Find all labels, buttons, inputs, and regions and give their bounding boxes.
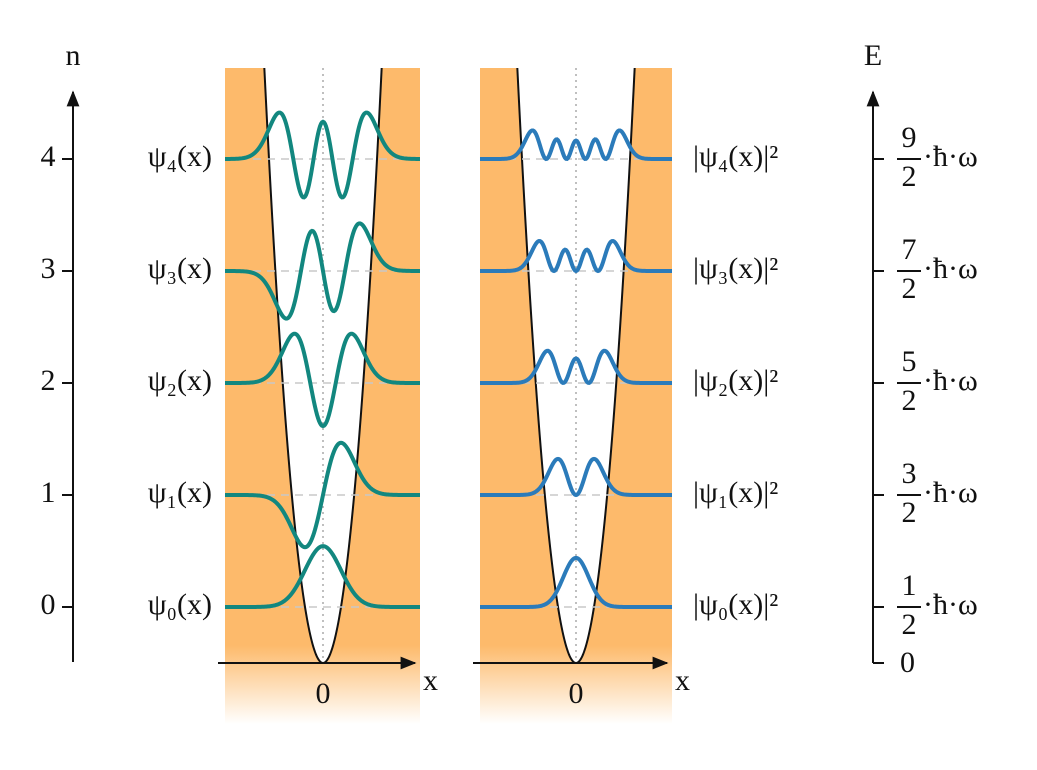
wavefunction-curve <box>225 544 420 609</box>
energy-denominator: 2 <box>902 384 917 417</box>
n-tick-label: 2 <box>41 364 56 397</box>
e-zero-label: 0 <box>900 646 915 679</box>
energy-numerator: 7 <box>902 233 917 266</box>
probability-curve <box>480 555 672 609</box>
probability-label: |ψ₁(x)|² <box>693 476 778 509</box>
e-axis-label: E <box>864 39 882 72</box>
energy-suffix: ·ħ·ω <box>923 364 978 397</box>
wavefunction-curve <box>224 110 421 200</box>
n-tick-label: 0 <box>41 588 56 621</box>
wavefunction-curve <box>225 440 420 550</box>
energy-denominator: 2 <box>902 160 917 193</box>
probability-curve <box>480 456 672 498</box>
energy-numerator: 9 <box>902 121 917 154</box>
probability-label: |ψ₃(x)|² <box>693 252 778 285</box>
probability-curve <box>480 128 672 162</box>
energy-suffix: ·ħ·ω <box>923 588 978 621</box>
x-axis-label: x <box>423 664 438 697</box>
origin-label: 0 <box>569 677 584 710</box>
probability-curve <box>480 348 672 386</box>
energy-denominator: 2 <box>902 272 917 305</box>
wavefunction-label: ψ₀(x) <box>148 588 212 621</box>
wavefunction-curve <box>225 331 421 429</box>
energy-denominator: 2 <box>902 608 917 641</box>
n-tick-label: 1 <box>41 476 56 509</box>
energy-numerator: 5 <box>902 345 917 378</box>
origin-label: 0 <box>316 677 331 710</box>
n-axis-label: n <box>66 39 81 72</box>
wavefunction-label: ψ₂(x) <box>148 364 212 397</box>
probability-label: |ψ₂(x)|² <box>693 364 778 397</box>
wavefunction-label: ψ₄(x) <box>148 140 212 173</box>
probability-curve <box>480 238 672 274</box>
wavefunction-label: ψ₁(x) <box>148 476 212 509</box>
energy-suffix: ·ħ·ω <box>923 476 978 509</box>
energy-suffix: ·ħ·ω <box>923 252 978 285</box>
energy-denominator: 2 <box>902 496 917 529</box>
n-tick-label: 4 <box>41 140 56 173</box>
wavefunction-label: ψ₃(x) <box>148 252 212 285</box>
energy-numerator: 1 <box>902 569 917 602</box>
wavefunction-curve <box>224 221 421 321</box>
energy-numerator: 3 <box>902 457 917 490</box>
x-axis-label: x <box>675 664 690 697</box>
probability-label: |ψ₄(x)|² <box>693 140 778 173</box>
n-tick-label: 3 <box>41 252 56 285</box>
probability-label: |ψ₀(x)|² <box>693 588 778 621</box>
energy-suffix: ·ħ·ω <box>923 140 978 173</box>
